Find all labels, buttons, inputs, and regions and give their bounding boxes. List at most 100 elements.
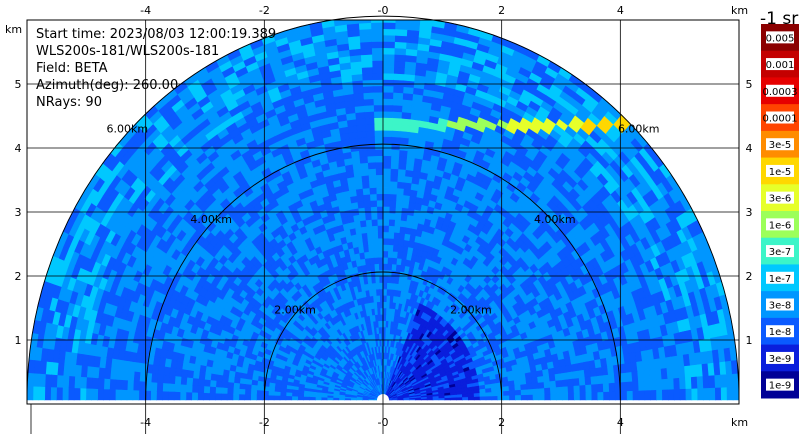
heatmap-cell xyxy=(396,181,405,189)
heatmap-cell xyxy=(382,117,393,125)
heatmap-cell xyxy=(394,206,403,215)
heatmap-cell xyxy=(556,392,563,401)
heatmap-cell xyxy=(585,383,593,393)
heatmap-cell xyxy=(371,41,384,49)
heatmap-cell xyxy=(363,206,372,215)
heatmap-cell xyxy=(382,294,387,303)
heatmap-cell xyxy=(554,372,562,381)
heatmap-cell xyxy=(378,269,384,277)
heatmap-cell xyxy=(591,391,599,401)
heatmap-cell xyxy=(550,393,557,401)
heatmap-cell xyxy=(650,389,657,401)
heatmap-cell xyxy=(392,85,404,94)
heatmap-cell xyxy=(394,22,408,30)
heatmap-cell xyxy=(382,79,394,87)
beta-heatmap xyxy=(27,20,739,404)
heatmap-cell xyxy=(703,387,710,401)
heatmap-cell xyxy=(369,199,378,208)
heatmap-cell xyxy=(390,136,401,144)
heatmap-cell xyxy=(509,394,516,401)
heatmap-cell xyxy=(608,382,616,392)
heatmap-cell xyxy=(555,386,563,394)
heatmap-cell xyxy=(382,72,394,81)
heatmap-cell xyxy=(720,373,728,388)
heatmap-cell xyxy=(638,389,646,401)
heatmap-cell xyxy=(363,200,371,208)
heatmap-cell xyxy=(392,238,400,246)
heatmap-cell xyxy=(485,395,493,401)
heatmap-cell xyxy=(373,110,384,119)
heatmap-cell xyxy=(377,244,384,252)
heatmap-cell xyxy=(508,389,516,396)
heatmap-cell xyxy=(390,155,400,163)
heatmap-cell xyxy=(373,256,379,265)
heatmap-cell xyxy=(388,212,396,220)
heatmap-cell xyxy=(364,123,375,132)
heatmap-cell xyxy=(566,370,574,380)
heatmap-cell xyxy=(389,168,399,176)
heatmap-cell xyxy=(567,392,575,401)
heatmap-cell xyxy=(362,187,371,196)
heatmap-cell xyxy=(356,130,367,139)
heatmap-cell xyxy=(661,388,669,401)
heatmap-cell xyxy=(394,28,408,37)
heatmap-cell xyxy=(361,181,370,189)
heatmap-cell xyxy=(390,149,400,157)
heatmap-cell xyxy=(538,387,546,395)
heatmap-cell xyxy=(363,104,375,113)
heatmap-cell xyxy=(370,21,384,30)
heatmap-cell xyxy=(549,386,557,395)
heatmap-cell xyxy=(388,218,396,227)
heatmap-cell xyxy=(385,294,391,303)
heatmap-cell xyxy=(372,79,384,87)
heatmap-cell xyxy=(382,212,390,220)
heatmap-cell xyxy=(378,275,384,283)
heatmap-cell xyxy=(359,162,369,170)
heatmap-cell xyxy=(360,168,369,177)
heatmap-cell xyxy=(549,380,557,388)
heatmap-cell xyxy=(362,193,371,202)
heatmap-cell xyxy=(372,244,379,252)
heatmap-cell xyxy=(373,104,384,112)
heatmap-cell xyxy=(388,199,397,208)
heatmap-cell xyxy=(620,381,628,392)
heatmap-cell xyxy=(544,393,552,401)
heatmap-cell xyxy=(402,92,414,101)
heatmap-cell xyxy=(656,389,663,401)
heatmap-cell xyxy=(391,130,401,138)
heatmap-cell xyxy=(508,384,516,391)
heatmap-cell xyxy=(382,256,388,264)
heatmap-cell xyxy=(363,111,375,119)
heatmap-cell xyxy=(382,53,395,61)
heatmap-cell xyxy=(373,123,384,131)
heatmap-cell xyxy=(597,391,605,401)
heatmap-cell xyxy=(393,72,405,81)
heatmap-cell xyxy=(363,98,374,106)
heatmap-cell xyxy=(374,136,384,144)
heatmap-cell xyxy=(382,275,388,283)
heatmap-cell xyxy=(591,383,599,393)
heatmap-cell xyxy=(382,167,391,176)
heatmap-cell xyxy=(401,105,412,114)
heatmap-cell xyxy=(376,212,384,220)
heatmap-cell xyxy=(578,376,586,386)
heatmap-cell xyxy=(370,34,384,42)
heatmap-cell xyxy=(491,391,499,397)
heatmap-cell xyxy=(573,384,581,394)
heatmap-cell xyxy=(573,392,581,401)
heatmap-cell xyxy=(579,392,587,401)
heatmap-cell xyxy=(367,168,377,176)
heatmap-cell xyxy=(358,28,372,37)
heatmap-cell xyxy=(514,394,522,401)
heatmap-cell xyxy=(382,85,394,93)
heatmap-cell xyxy=(358,155,368,164)
heatmap-cell xyxy=(400,124,411,133)
heatmap-cell xyxy=(520,394,528,401)
heatmap-cell xyxy=(667,388,675,401)
heatmap-cell xyxy=(709,387,716,401)
heatmap-cell xyxy=(377,231,384,239)
heatmap-cell xyxy=(673,377,681,390)
heatmap-cell xyxy=(561,385,569,394)
heatmap-cell xyxy=(391,250,398,259)
heatmap-cell xyxy=(400,207,409,215)
